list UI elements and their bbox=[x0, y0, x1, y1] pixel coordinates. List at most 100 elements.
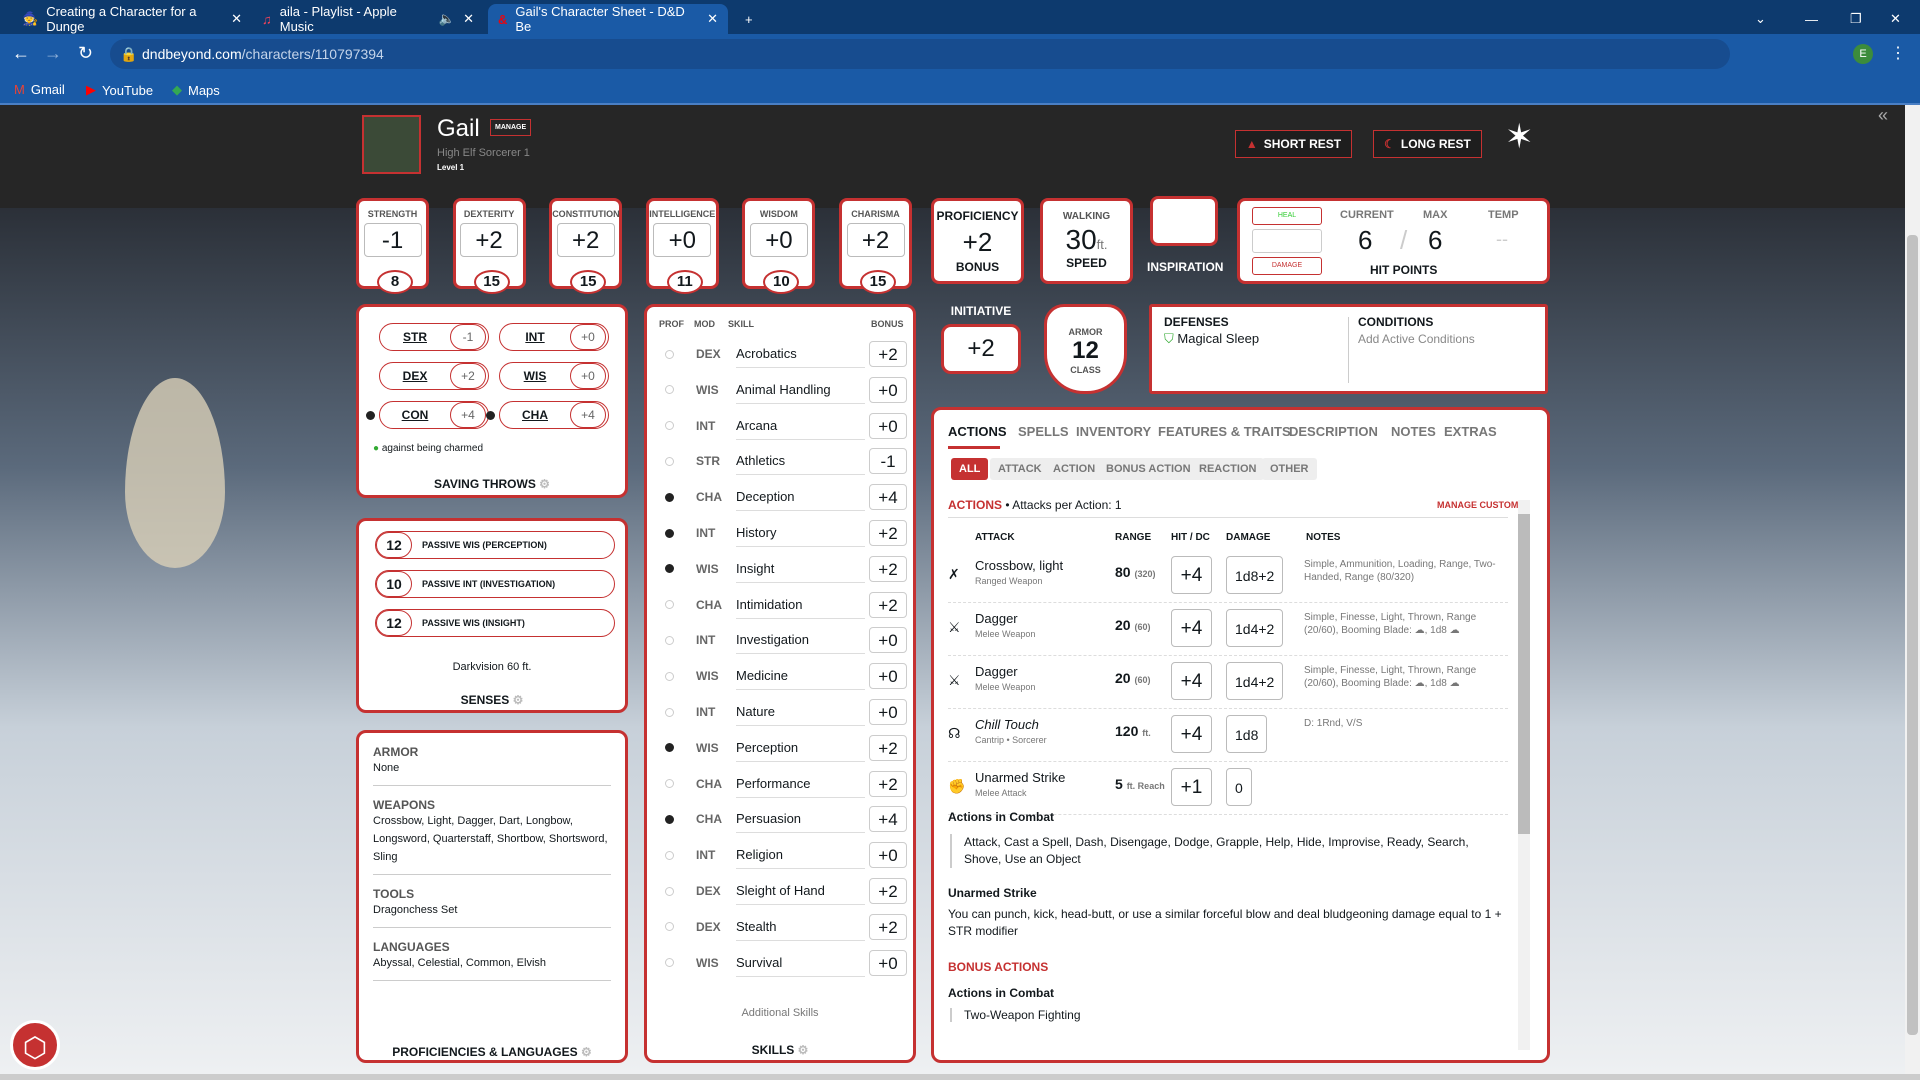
filter-action[interactable]: ACTION bbox=[1045, 458, 1104, 480]
skill-row[interactable]: WIS Medicine +0 bbox=[657, 659, 907, 693]
back-icon[interactable]: ← bbox=[12, 43, 30, 63]
add-conditions-link[interactable]: Add Active Conditions bbox=[1358, 332, 1475, 346]
filter-bonus-action[interactable]: BONUS ACTION bbox=[1098, 458, 1199, 480]
forward-icon[interactable]: → bbox=[44, 43, 62, 63]
bookmark-maps[interactable]: ◆ Maps bbox=[172, 82, 220, 98]
additional-skills-link[interactable]: Additional Skills bbox=[741, 1007, 819, 1019]
dice-roller-icon[interactable]: ⬡ bbox=[10, 1020, 60, 1070]
tab-extras[interactable]: EXTRAS bbox=[1444, 424, 1497, 439]
new-tab-button[interactable]: + bbox=[745, 11, 753, 27]
manage-custom-link[interactable]: MANAGE CUSTOM bbox=[1437, 500, 1519, 510]
skill-row[interactable]: DEX Sleight of Hand +2 bbox=[657, 874, 907, 908]
skill-row[interactable]: STR Athletics -1 bbox=[657, 444, 907, 478]
saving-throw-int[interactable]: INT +0 bbox=[499, 323, 609, 351]
attack-row[interactable]: ✊ Unarmed Strike Melee Attack 5 ft. Reach +1… bbox=[948, 762, 1508, 815]
tab-notes[interactable]: NOTES bbox=[1391, 424, 1436, 439]
inspiration[interactable]: INSPIRATION bbox=[1147, 196, 1223, 286]
damage-button[interactable]: 1d8+2 bbox=[1226, 556, 1284, 594]
damage-button[interactable]: DAMAGE bbox=[1252, 257, 1322, 275]
current-hp[interactable]: 6 bbox=[1358, 225, 1373, 255]
reload-icon[interactable]: ↻ bbox=[78, 43, 94, 63]
saving-throw-str[interactable]: STR -1 bbox=[379, 323, 489, 351]
short-rest-button[interactable]: ▲ SHORT REST bbox=[1235, 130, 1352, 158]
filter-other[interactable]: OTHER bbox=[1262, 458, 1317, 480]
ability-charisma[interactable]: CHARISMA +2 15 bbox=[839, 198, 912, 294]
gear-icon[interactable]: ⚙ bbox=[797, 1043, 809, 1057]
saving-throw-wis[interactable]: WIS +0 bbox=[499, 362, 609, 390]
browser-tab-active[interactable]: & Gail's Character Sheet - D&D Be ✕ bbox=[488, 4, 728, 34]
skill-row[interactable]: DEX Acrobatics +2 bbox=[657, 337, 907, 371]
damage-button[interactable]: 0 bbox=[1226, 768, 1252, 806]
restore-button[interactable]: ❐ bbox=[1850, 11, 1862, 26]
attack-row[interactable]: ⚔ Dagger Melee Weapon 20 (60) +4 1d4+2 Simple,… bbox=[948, 603, 1508, 656]
close-tab-icon[interactable]: ✕ bbox=[707, 11, 718, 26]
audio-icon[interactable]: 🔈 bbox=[438, 11, 456, 26]
close-tab-icon[interactable]: ✕ bbox=[231, 11, 242, 26]
close-tab-icon[interactable]: ✕ bbox=[463, 11, 474, 26]
menu-icon[interactable]: ⋮ bbox=[1890, 45, 1906, 62]
ability-dexterity[interactable]: DEXTERITY +2 15 bbox=[452, 198, 526, 294]
attack-row[interactable]: ☊ Chill Touch Cantrip • Sorcerer 120 ft. +4 1… bbox=[948, 709, 1508, 762]
skill-row[interactable]: DEX Stealth +2 bbox=[657, 910, 907, 944]
skill-row[interactable]: WIS Animal Handling +0 bbox=[657, 373, 907, 407]
inspiration-toggle[interactable] bbox=[1150, 196, 1218, 246]
gear-icon[interactable]: ⚙ bbox=[539, 477, 550, 491]
skill-row[interactable]: CHA Intimidation +2 bbox=[657, 588, 907, 622]
minimize-button[interactable]: — bbox=[1805, 11, 1818, 27]
hit-button[interactable]: +1 bbox=[1171, 768, 1212, 806]
hit-button[interactable]: +4 bbox=[1171, 556, 1212, 594]
ability-constitution[interactable]: CONSTITUTION +2 15 bbox=[549, 198, 623, 294]
saving-throw-dex[interactable]: DEX +2 bbox=[379, 362, 489, 390]
filter-reaction[interactable]: REACTION bbox=[1191, 458, 1265, 480]
damage-button[interactable]: 1d8 bbox=[1226, 715, 1268, 753]
hit-button[interactable]: +4 bbox=[1171, 662, 1212, 700]
gear-icon[interactable]: ⚙ bbox=[512, 693, 524, 707]
profile-avatar[interactable]: E bbox=[1853, 44, 1873, 64]
skill-row[interactable]: INT Religion +0 bbox=[657, 838, 907, 872]
skill-row[interactable]: CHA Performance +2 bbox=[657, 767, 907, 801]
tab-description[interactable]: DESCRIPTION bbox=[1289, 424, 1378, 439]
heal-button[interactable]: HEAL bbox=[1252, 207, 1322, 225]
hit-button[interactable]: +4 bbox=[1171, 609, 1212, 647]
browser-tab[interactable]: 🧙 Creating a Character for a Dunge ✕ bbox=[22, 4, 242, 34]
damage-button[interactable]: 1d4+2 bbox=[1226, 609, 1284, 647]
tab-search-icon[interactable]: ⌄ bbox=[1755, 11, 1766, 26]
skill-row[interactable]: WIS Perception +2 bbox=[657, 731, 907, 765]
hp-amount-input[interactable] bbox=[1252, 229, 1322, 253]
attack-row[interactable]: ✗ Crossbow, light Ranged Weapon 80 (320) +4 1… bbox=[948, 550, 1508, 603]
tab-inventory[interactable]: INVENTORY bbox=[1076, 424, 1152, 439]
campaign-icon[interactable]: ✶ bbox=[1505, 118, 1534, 156]
bookmark-gmail[interactable]: M Gmail bbox=[14, 82, 65, 97]
ability-intelligence[interactable]: INTELLIGENCE +0 11 bbox=[645, 198, 719, 294]
skill-row[interactable]: INT Nature +0 bbox=[657, 695, 907, 729]
filter-attack[interactable]: ATTACK bbox=[990, 458, 1050, 480]
manage-button[interactable]: MANAGE bbox=[490, 119, 532, 136]
collapse-sidebar-icon[interactable]: « bbox=[1878, 105, 1889, 125]
saving-throw-cha[interactable]: CHA +4 bbox=[486, 401, 609, 429]
close-window-button[interactable]: ✕ bbox=[1890, 11, 1901, 26]
skill-row[interactable]: WIS Insight +2 bbox=[657, 552, 907, 586]
tab-features-traits[interactable]: FEATURES & TRAITS bbox=[1158, 424, 1291, 439]
temp-hp[interactable]: -- bbox=[1496, 229, 1508, 249]
saving-throw-con[interactable]: CON +4 bbox=[366, 401, 489, 429]
tab-actions[interactable]: ACTIONS bbox=[948, 424, 1007, 439]
skill-row[interactable]: INT Investigation +0 bbox=[657, 623, 907, 657]
ability-strength[interactable]: STRENGTH -1 8 bbox=[356, 198, 429, 294]
damage-button[interactable]: 1d4+2 bbox=[1226, 662, 1284, 700]
skill-row[interactable]: INT Arcana +0 bbox=[657, 409, 907, 443]
attack-row[interactable]: ⚔ Dagger Melee Weapon 20 (60) +4 1d4+2 Simple,… bbox=[948, 656, 1508, 709]
actions-scrollbar[interactable] bbox=[1518, 500, 1530, 1050]
gear-icon[interactable]: ⚙ bbox=[580, 1045, 592, 1059]
ability-wisdom[interactable]: WISDOM +0 10 bbox=[742, 198, 816, 294]
avatar[interactable] bbox=[362, 115, 421, 174]
skill-row[interactable]: CHA Deception +4 bbox=[657, 480, 907, 514]
skill-row[interactable]: INT History +2 bbox=[657, 516, 907, 550]
skill-row[interactable]: WIS Survival +0 bbox=[657, 946, 907, 980]
browser-tab[interactable]: ♫ aila - Playlist - Apple Music 🔈 ✕ bbox=[262, 4, 474, 34]
bookmark-youtube[interactable]: ▶ YouTube bbox=[86, 82, 154, 98]
skill-row[interactable]: CHA Persuasion +4 bbox=[657, 802, 907, 836]
filter-all[interactable]: ALL bbox=[951, 458, 989, 480]
tab-spells[interactable]: SPELLS bbox=[1018, 424, 1069, 439]
long-rest-button[interactable]: ☾ LONG REST bbox=[1373, 130, 1482, 158]
hit-button[interactable]: +4 bbox=[1171, 715, 1212, 753]
